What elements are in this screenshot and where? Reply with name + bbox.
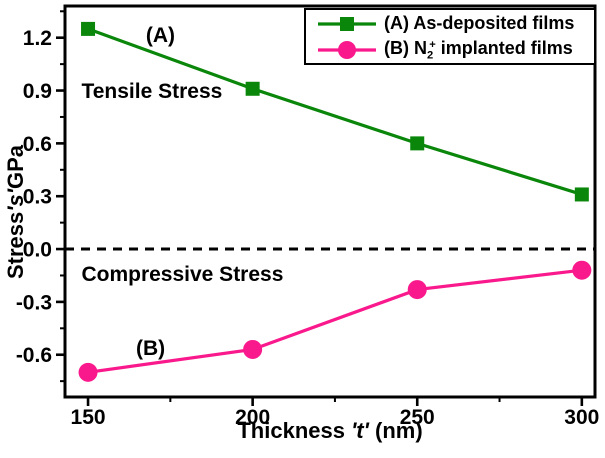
- text-part: Thickness: [237, 418, 352, 443]
- text-part: implanted films: [435, 37, 573, 58]
- data-point-A-300: [574, 187, 589, 202]
- data-point-B-300: [572, 260, 592, 280]
- legend: (A) As-deposited films (B) N2+ implanted …: [304, 8, 596, 65]
- text-part: 't': [351, 418, 369, 443]
- data-point-A-150: [81, 21, 96, 36]
- y-tick-label: 0.9: [23, 80, 52, 103]
- text-part: +: [429, 38, 436, 51]
- legend-entry-B: (B) N2+ implanted films: [316, 37, 594, 63]
- x-tick-label: 300: [564, 406, 599, 429]
- x-axis-label: Thickness 't' (nm): [237, 418, 422, 444]
- data-point-B-250: [407, 280, 427, 300]
- y-tick-label: -0.3: [16, 291, 52, 314]
- data-point-A-200: [245, 81, 260, 96]
- text-part: 2: [427, 49, 434, 62]
- annotation-compressive-stress: Compressive Stress: [81, 263, 284, 287]
- y-tick-label: -0.6: [16, 344, 52, 367]
- data-point-B-150: [78, 362, 98, 382]
- x-tick-label: 150: [71, 406, 106, 429]
- series-line-A: [87, 27, 583, 196]
- y-tick-label: 0.6: [23, 133, 52, 156]
- legend-label-A: (A) As-deposited films: [384, 13, 574, 34]
- series-line-B: [87, 268, 583, 374]
- text-part: GPa: [3, 144, 28, 190]
- text-part: (A) As-deposited films: [384, 13, 575, 33]
- y-axis-label: Stress's'GPa: [3, 145, 29, 279]
- text-part: (B) N: [384, 37, 427, 58]
- plot-frame: [63, 4, 597, 399]
- square-marker-icon: [318, 16, 376, 31]
- y-tick-label: 1.2: [23, 27, 52, 50]
- data-point-A-250: [410, 136, 425, 151]
- y-tick-label: 0.0: [23, 239, 52, 262]
- data-point-B-200: [243, 339, 263, 359]
- y-tick-label: 0.3: [23, 186, 52, 209]
- legend-entry-A: (A) As-deposited films: [316, 11, 594, 37]
- x-tick-label: 200: [235, 406, 270, 429]
- legend-label-B: (B) N2+ implanted films: [384, 38, 573, 61]
- x-tick-label: 250: [400, 406, 435, 429]
- annotation--b-: (B): [136, 337, 166, 361]
- annotation--a-: (A): [145, 23, 176, 47]
- text-part: 's': [3, 189, 28, 212]
- circle-marker-icon: [318, 40, 376, 59]
- text-part: (nm): [368, 418, 423, 443]
- annotation-tensile-stress: Tensile Stress: [81, 80, 223, 104]
- text-part: Stress: [3, 211, 28, 280]
